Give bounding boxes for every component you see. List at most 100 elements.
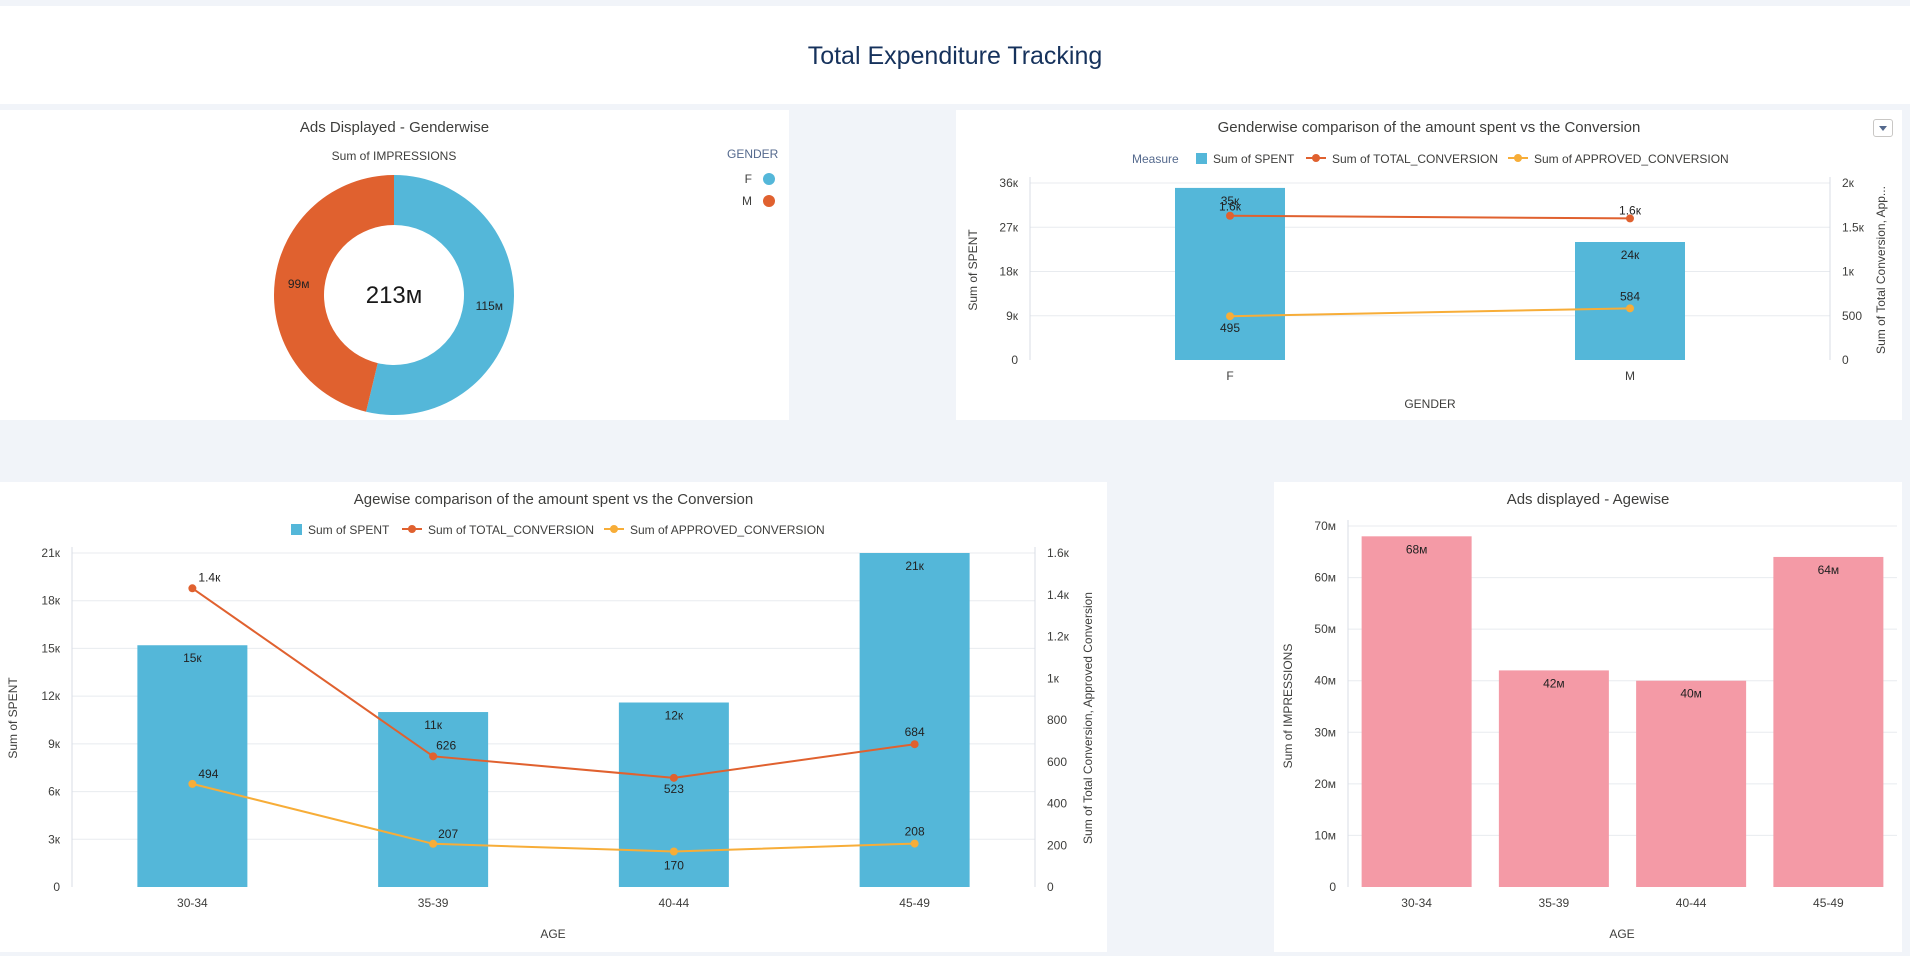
y-right-tick-label: 0 bbox=[1047, 880, 1054, 894]
x-tick-label: 30-34 bbox=[1401, 896, 1432, 910]
y-right-tick-label: 600 bbox=[1047, 755, 1067, 769]
y-right-tick-label: 800 bbox=[1047, 713, 1067, 727]
line-value-label: 584 bbox=[1620, 289, 1640, 303]
bar-impressions-40-44[interactable] bbox=[1636, 680, 1747, 887]
line-value-label: 495 bbox=[1220, 321, 1240, 335]
line-value-label: 523 bbox=[664, 782, 684, 796]
line-value-label: 207 bbox=[438, 827, 458, 841]
legend-marker-dot bbox=[1514, 154, 1522, 162]
line-point[interactable] bbox=[1226, 312, 1234, 321]
x-tick-label: 35-39 bbox=[1539, 896, 1570, 910]
y-right-tick-label: 400 bbox=[1047, 797, 1067, 811]
donut-slice-m[interactable] bbox=[273, 175, 394, 412]
y-left-tick-label: 36к bbox=[999, 176, 1018, 190]
legend-marker-spent bbox=[291, 524, 302, 535]
slice-value-label: 115м bbox=[476, 299, 503, 313]
bar-spent-30-34[interactable] bbox=[137, 645, 248, 887]
y-left-tick-label: 0 bbox=[53, 880, 60, 894]
gender-combo-panel: Genderwise comparison of the amount spen… bbox=[956, 110, 1902, 420]
x-axis-title: AGE bbox=[540, 927, 565, 941]
y-tick-label: 70м bbox=[1314, 519, 1336, 533]
legend-marker-dot bbox=[1312, 154, 1320, 162]
panel-title: Genderwise comparison of the amount spen… bbox=[1217, 119, 1641, 136]
bar-impressions-35-39[interactable] bbox=[1498, 670, 1609, 887]
legend-title: Measure bbox=[1132, 152, 1179, 166]
bar-value-label: 35к bbox=[1221, 194, 1240, 208]
line-point[interactable] bbox=[1626, 304, 1634, 313]
x-tick-label: 40-44 bbox=[1676, 896, 1707, 910]
gender-donut-chart[interactable]: Sum of IMPRESSIONS 115м 99м 213м GENDER FM bbox=[0, 110, 789, 420]
panel-menu-button[interactable] bbox=[1873, 119, 1893, 137]
panel-title: Agewise comparison of the amount spent v… bbox=[353, 491, 754, 508]
line-point[interactable] bbox=[188, 779, 197, 788]
line-point[interactable] bbox=[910, 740, 919, 749]
legend-marker-spent bbox=[1196, 153, 1207, 164]
donut-slice-f[interactable] bbox=[366, 175, 514, 415]
line-value-label: 1.6к bbox=[1619, 203, 1642, 217]
legend-title: GENDER bbox=[727, 147, 779, 161]
y-right-axis-title: Sum of Total Conversion, App... bbox=[1874, 186, 1888, 354]
y-right-tick-label: 2к bbox=[1842, 176, 1855, 190]
donut-center-total: 213м bbox=[366, 282, 423, 309]
line-total-conversion bbox=[191, 587, 915, 779]
age-combo-chart[interactable]: Sum of SPENT Sum of TOTAL_CONVERSION Sum o… bbox=[0, 482, 1107, 952]
y-axis-title: Sum of IMPRESSIONS bbox=[1281, 644, 1295, 769]
bar-value-label: 24к bbox=[1621, 248, 1640, 262]
x-tick-label: M bbox=[1625, 369, 1635, 383]
legend-label: Sum of APPROVED_CONVERSION bbox=[630, 523, 825, 537]
line-point[interactable] bbox=[429, 752, 438, 761]
x-tick-label: 45-49 bbox=[1813, 896, 1844, 910]
gender-combo-chart[interactable]: Measure Sum of SPENT Sum of TOTAL_CONVERSI… bbox=[956, 110, 1902, 420]
x-tick-label: 40-44 bbox=[659, 896, 690, 910]
y-right-axis-title: Sum of Total Conversion, Approved Conver… bbox=[1081, 592, 1095, 844]
line-point[interactable] bbox=[910, 839, 919, 848]
measure-label: Sum of IMPRESSIONS bbox=[332, 149, 457, 163]
bar-spent-35-39[interactable] bbox=[378, 712, 489, 887]
line-point[interactable] bbox=[1226, 211, 1234, 220]
y-tick-label: 40м bbox=[1314, 674, 1336, 688]
bar-spent-40-44[interactable] bbox=[618, 702, 729, 887]
y-left-tick-label: 27к bbox=[999, 220, 1018, 234]
page-title: Total Expenditure Tracking bbox=[807, 42, 1103, 70]
gender-donut-panel: Ads Displayed - Genderwise Sum of IMPRES… bbox=[0, 110, 789, 420]
x-tick-label: F bbox=[1226, 369, 1233, 383]
legend-label: M bbox=[742, 194, 752, 208]
bar-value-label: 11к bbox=[424, 718, 442, 732]
chevron-down-icon bbox=[1879, 126, 1887, 131]
legend-marker-dot bbox=[610, 525, 618, 533]
line-value-label: 626 bbox=[436, 738, 456, 752]
line-value-label: 1.6к bbox=[1219, 200, 1242, 214]
line-total-conversion bbox=[1229, 214, 1631, 220]
legend-marker-m bbox=[763, 195, 775, 207]
line-point[interactable] bbox=[1626, 214, 1634, 223]
bar-value-label: 68м bbox=[1406, 542, 1428, 556]
line-point[interactable] bbox=[429, 839, 438, 848]
x-tick-label: 45-49 bbox=[899, 896, 930, 910]
y-left-tick-label: 15к bbox=[41, 641, 60, 655]
y-right-tick-label: 1к bbox=[1842, 265, 1855, 279]
bar-value-label: 12к bbox=[665, 709, 684, 723]
legend-label: Sum of TOTAL_CONVERSION bbox=[1332, 152, 1498, 166]
y-right-tick-label: 1.6к bbox=[1047, 546, 1070, 560]
y-left-tick-label: 21к bbox=[41, 546, 60, 560]
age-bar-chart[interactable]: 0 10м 20м 30м 40м 50м 60м 70м 68м 30-34 42м 35-39 40… bbox=[1274, 482, 1902, 952]
y-left-tick-label: 9к bbox=[1006, 309, 1019, 323]
bar-impressions-45-49[interactable] bbox=[1773, 556, 1884, 887]
y-tick-label: 0 bbox=[1329, 880, 1336, 894]
y-tick-label: 60м bbox=[1314, 571, 1336, 585]
bar-spent-M[interactable] bbox=[1575, 242, 1685, 360]
line-point[interactable] bbox=[669, 847, 678, 856]
bar-impressions-30-34[interactable] bbox=[1361, 536, 1472, 887]
y-left-tick-label: 12к bbox=[41, 689, 60, 703]
x-tick-label: 35-39 bbox=[418, 896, 449, 910]
y-right-tick-label: 1.4к bbox=[1047, 588, 1070, 602]
y-right-tick-label: 1.2к bbox=[1047, 630, 1070, 644]
y-left-tick-label: 6к bbox=[48, 785, 61, 799]
bar-spent-45-49[interactable] bbox=[859, 553, 970, 887]
legend-label: Sum of TOTAL_CONVERSION bbox=[428, 523, 594, 537]
line-point[interactable] bbox=[669, 773, 678, 782]
line-point[interactable] bbox=[188, 584, 197, 593]
bar-value-label: 42м bbox=[1543, 676, 1565, 690]
y-right-tick-label: 500 bbox=[1842, 309, 1862, 323]
slice-value-label: 99м bbox=[288, 277, 310, 291]
